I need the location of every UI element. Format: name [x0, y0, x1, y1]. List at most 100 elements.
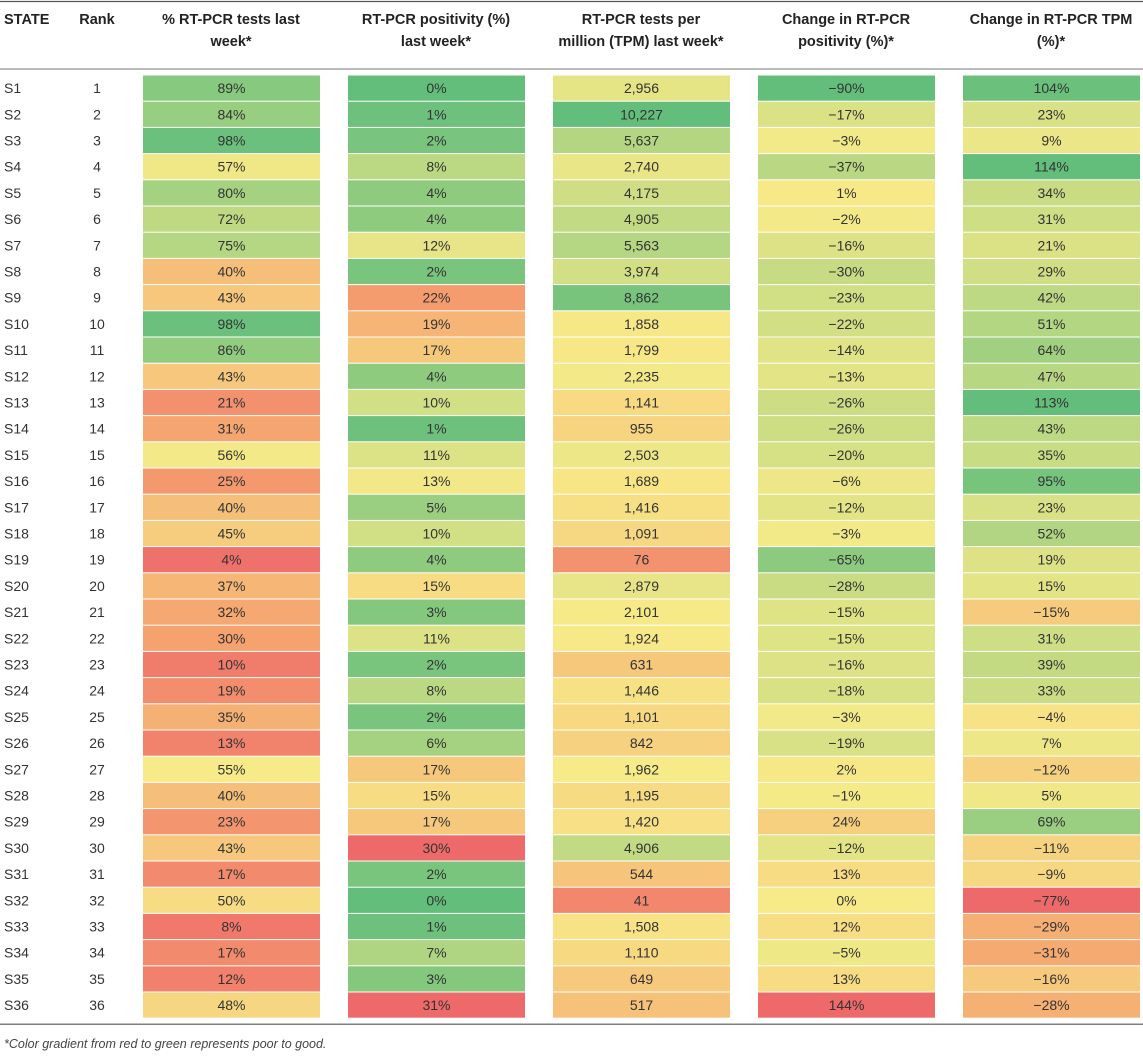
heat-cell-pct_rtpcr — [143, 861, 320, 887]
value-pct_rtpcr: 8% — [221, 919, 241, 935]
heat-cell-positivity — [348, 468, 525, 494]
value-change_positivity: −14% — [828, 342, 864, 358]
value-change_tpm: 52% — [1037, 526, 1065, 542]
state-cell: S36 — [4, 997, 29, 1013]
value-tpm: 1,195 — [624, 788, 659, 804]
rank-cell: 29 — [89, 814, 105, 830]
value-pct_rtpcr: 75% — [217, 237, 245, 253]
value-change_tpm: 51% — [1037, 316, 1065, 332]
rank-cell: 20 — [89, 578, 105, 594]
heat-cell-positivity — [348, 730, 525, 756]
value-positivity: 11% — [423, 630, 450, 646]
heat-cell-pct_rtpcr — [143, 940, 320, 966]
value-pct_rtpcr: 45% — [217, 526, 245, 542]
heat-cell-pct_rtpcr — [143, 835, 320, 861]
value-pct_rtpcr: 56% — [217, 447, 245, 463]
value-tpm: 2,101 — [624, 604, 659, 620]
heat-cell-tpm — [553, 704, 730, 730]
heat-cell-change_tpm — [963, 232, 1140, 258]
heat-cell-change_positivity — [758, 285, 935, 311]
value-change_tpm: 39% — [1037, 657, 1065, 673]
value-change_tpm: 31% — [1037, 211, 1065, 227]
heat-cell-positivity — [348, 678, 525, 704]
value-change_tpm: 47% — [1037, 368, 1065, 384]
value-change_tpm: 64% — [1037, 342, 1065, 358]
value-positivity: 2% — [426, 709, 446, 725]
value-positivity: 22% — [422, 290, 450, 306]
heat-cell-tpm — [553, 520, 730, 547]
value-change_tpm: 35% — [1037, 447, 1065, 463]
rank-cell: 11 — [90, 342, 105, 358]
value-tpm: 10,227 — [620, 106, 663, 122]
rank-cell: 27 — [89, 761, 105, 777]
value-change_tpm: 15% — [1037, 578, 1065, 594]
rank-cell: 25 — [89, 709, 105, 725]
heat-cell-pct_rtpcr — [143, 363, 320, 389]
heat-cell-tpm — [553, 311, 730, 337]
value-change_positivity: 1% — [836, 185, 856, 201]
rank-cell: 28 — [89, 788, 105, 804]
rank-cell: 15 — [89, 447, 105, 463]
value-pct_rtpcr: 40% — [217, 499, 245, 515]
value-change_positivity: −3% — [832, 709, 860, 725]
heat-cell-pct_rtpcr — [143, 651, 320, 678]
value-positivity: 2% — [426, 133, 446, 149]
heat-cell-change_tpm — [963, 966, 1140, 992]
column-header-3: last week* — [401, 34, 471, 50]
heat-cell-pct_rtpcr — [143, 520, 320, 547]
heat-cell-change_tpm — [963, 127, 1140, 154]
heat-cell-tpm — [553, 887, 730, 913]
heat-cell-tpm — [553, 992, 730, 1018]
value-change_positivity: −15% — [828, 630, 864, 646]
heat-cell-positivity — [348, 75, 525, 101]
heat-cell-positivity — [348, 913, 525, 940]
heat-cell-tpm — [553, 285, 730, 311]
rank-cell: 35 — [89, 971, 105, 987]
value-pct_rtpcr: 55% — [217, 761, 245, 777]
heat-cell-tpm — [553, 756, 730, 782]
rank-cell: 34 — [89, 945, 105, 961]
heat-cell-change_positivity — [758, 547, 935, 573]
value-change_positivity: −16% — [828, 657, 864, 673]
heat-cell-positivity — [348, 363, 525, 389]
value-change_tpm: 33% — [1037, 683, 1065, 699]
heat-cell-positivity — [348, 573, 525, 599]
value-tpm: 4,906 — [624, 840, 659, 856]
value-positivity: 10% — [422, 395, 450, 411]
value-positivity: 13% — [422, 473, 450, 489]
value-change_tpm: 104% — [1034, 80, 1070, 96]
heat-cell-positivity — [348, 966, 525, 992]
rank-cell: 9 — [93, 290, 101, 306]
value-tpm: 3,974 — [624, 264, 659, 280]
value-positivity: 1% — [426, 919, 446, 935]
heat-cell-pct_rtpcr — [143, 678, 320, 704]
heat-cell-positivity — [348, 520, 525, 547]
value-tpm: 955 — [630, 421, 654, 437]
value-positivity: 0% — [426, 892, 446, 908]
value-tpm: 5,563 — [624, 237, 659, 253]
state-cell: S26 — [4, 735, 29, 751]
value-pct_rtpcr: 25% — [217, 473, 245, 489]
value-positivity: 12% — [422, 237, 450, 253]
state-cell: S2 — [4, 106, 21, 122]
value-change_positivity: −22% — [828, 316, 864, 332]
column-header-5: Change in RT-PCR — [782, 12, 911, 28]
rank-cell: 26 — [89, 735, 105, 751]
heat-cell-tpm — [553, 730, 730, 756]
heat-cell-change_tpm — [963, 913, 1140, 940]
heat-cell-pct_rtpcr — [143, 966, 320, 992]
value-positivity: 2% — [426, 866, 446, 882]
heat-cell-tpm — [553, 625, 730, 651]
rank-cell: 22 — [89, 630, 105, 646]
heat-cell-change_positivity — [758, 180, 935, 206]
heat-cell-positivity — [348, 154, 525, 180]
value-change_tpm: 29% — [1037, 264, 1065, 280]
heat-cell-positivity — [348, 180, 525, 206]
heat-cell-tpm — [553, 180, 730, 206]
state-cell: S4 — [4, 159, 21, 175]
value-change_positivity: −19% — [828, 735, 864, 751]
value-change_tpm: 43% — [1037, 421, 1065, 437]
value-change_positivity: −5% — [832, 945, 860, 961]
value-change_positivity: −28% — [828, 578, 864, 594]
heat-cell-change_tpm — [963, 468, 1140, 494]
